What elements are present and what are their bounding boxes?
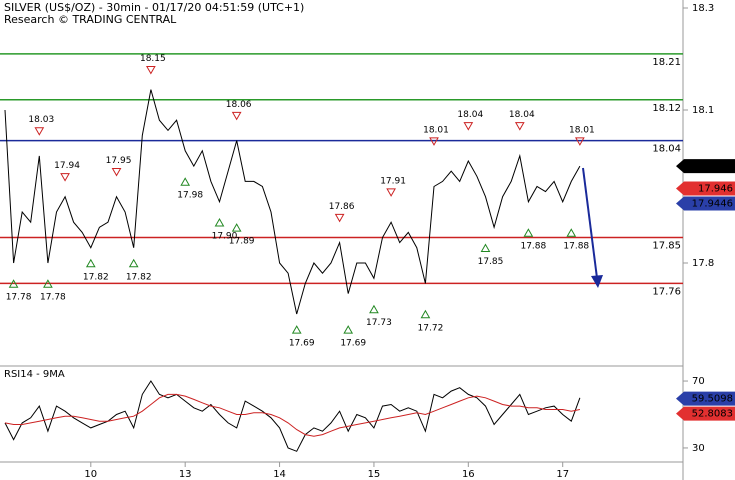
chart-title: SILVER (US$/OZ) - 30min - 01/17/20 04:51… xyxy=(4,1,304,14)
high-label: 18.15 xyxy=(140,54,166,64)
low-marker xyxy=(43,279,53,288)
price-tag-label: 52.8083 xyxy=(692,409,733,420)
plot-layer: 10 13 14 15 16 17 17.8 18.1 18.3 18.21 18.12 18.04 1… xyxy=(0,3,735,480)
high-label: 17.91 xyxy=(380,176,406,186)
high-marker xyxy=(334,213,345,223)
level-label: 18.12 xyxy=(652,103,681,114)
low-marker xyxy=(566,228,577,237)
low-label: 17.69 xyxy=(340,339,366,349)
high-label: 18.04 xyxy=(509,110,535,120)
price-tag xyxy=(676,196,735,211)
level-label: 18.21 xyxy=(652,57,681,68)
high-label: 18.01 xyxy=(569,125,595,135)
low-label: 17.82 xyxy=(126,272,152,282)
high-marker xyxy=(463,122,474,131)
x-tick-label: 15 xyxy=(368,469,381,480)
x-tick-label: 16 xyxy=(462,469,475,480)
low-marker xyxy=(291,325,302,334)
low-label: 17.90 xyxy=(212,232,238,242)
y-tick-label: 17.8 xyxy=(692,258,714,269)
chart-subtitle: Research © TRADING CENTRAL xyxy=(4,13,177,26)
series-line xyxy=(4,89,581,315)
high-marker xyxy=(60,173,70,182)
level-label: 18.04 xyxy=(652,144,681,155)
y-tick-label: 18.1 xyxy=(692,105,714,116)
high-label: 18.03 xyxy=(28,115,54,125)
arrow-shaft xyxy=(582,167,598,279)
low-marker xyxy=(343,325,354,334)
low-label: 17.88 xyxy=(563,242,589,252)
level-label: 17.85 xyxy=(652,241,681,252)
price-tag-label: 59.5098 xyxy=(692,394,733,405)
low-marker xyxy=(523,228,534,237)
high-marker xyxy=(429,137,439,146)
low-marker xyxy=(369,304,379,314)
series-line xyxy=(4,380,581,452)
y-tick-label: 70 xyxy=(692,376,705,387)
low-marker xyxy=(214,217,225,227)
high-marker xyxy=(574,137,585,146)
low-marker xyxy=(231,223,242,232)
level-label: 17.76 xyxy=(652,286,681,297)
low-label: 17.82 xyxy=(83,272,109,282)
high-label: 17.95 xyxy=(106,156,132,166)
high-label: 18.06 xyxy=(226,100,252,110)
low-label: 17.78 xyxy=(40,293,66,303)
high-label: 17.94 xyxy=(54,161,80,171)
forecast-arrow xyxy=(582,167,603,288)
low-label: 17.73 xyxy=(366,318,392,328)
high-marker xyxy=(514,122,525,131)
x-tick-label: 13 xyxy=(179,469,192,480)
low-label: 17.98 xyxy=(177,191,203,201)
low-label: 17.85 xyxy=(478,257,504,267)
high-marker xyxy=(34,127,45,136)
y-tick-label: 18.3 xyxy=(692,3,714,14)
high-label: 17.86 xyxy=(329,202,355,212)
low-marker xyxy=(420,309,431,319)
arrow-head xyxy=(591,275,603,288)
low-label: 17.89 xyxy=(229,237,255,247)
low-marker xyxy=(128,258,139,268)
high-label: 18.01 xyxy=(423,125,449,135)
low-marker xyxy=(180,177,191,186)
low-marker xyxy=(8,279,19,288)
rsi-title: RSI14 - 9MA xyxy=(4,369,65,380)
price-tag xyxy=(676,181,735,196)
low-label: 17.78 xyxy=(6,293,32,303)
high-marker xyxy=(145,66,156,75)
low-label: 17.69 xyxy=(289,339,315,349)
high-marker xyxy=(231,111,242,121)
price-tag xyxy=(676,391,735,406)
price-tag xyxy=(676,159,735,174)
x-tick-label: 17 xyxy=(556,469,569,480)
high-label: 18.04 xyxy=(457,110,483,120)
high-marker xyxy=(111,168,122,177)
price-tag-label: 17.99 xyxy=(704,161,733,172)
price-tag-label: 17.946 xyxy=(698,184,733,195)
price-tag-label: 17.9446 xyxy=(692,199,733,210)
low-label: 17.88 xyxy=(520,242,546,252)
x-tick-label: 10 xyxy=(84,469,97,480)
series-line xyxy=(4,393,580,437)
x-tick-label: 14 xyxy=(273,469,286,480)
low-marker xyxy=(480,243,491,252)
high-marker xyxy=(386,188,396,197)
low-label: 17.72 xyxy=(418,323,444,333)
low-marker xyxy=(85,258,96,268)
price-tag xyxy=(676,406,735,421)
y-tick-label: 30 xyxy=(692,443,705,454)
